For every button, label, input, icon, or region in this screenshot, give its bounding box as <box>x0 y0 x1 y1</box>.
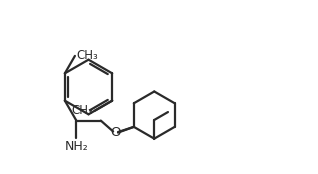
Text: CH₃: CH₃ <box>72 104 93 117</box>
Text: CH₃: CH₃ <box>76 49 98 62</box>
Text: NH₂: NH₂ <box>65 140 88 153</box>
Text: O: O <box>110 126 121 139</box>
